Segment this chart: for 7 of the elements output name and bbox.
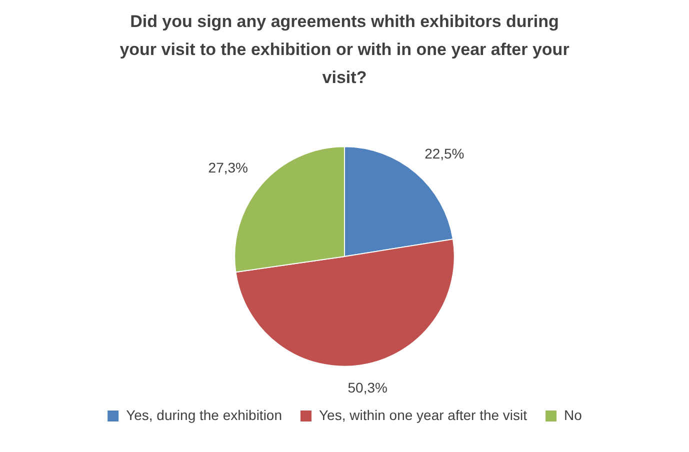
data-label: 22,5% [424, 145, 464, 162]
legend-label: Yes, within one year after the visit [318, 406, 528, 423]
chart-title: Did you sign any agreements whith exhibitors during your visit to the exhibition or with in one year after your visit? [118, 11, 570, 89]
data-label: 50,3% [348, 380, 388, 396]
legend-label: Yes, during the exhibition [126, 406, 282, 423]
data-label: 27,3% [208, 160, 248, 176]
legend-label: No [564, 406, 582, 423]
